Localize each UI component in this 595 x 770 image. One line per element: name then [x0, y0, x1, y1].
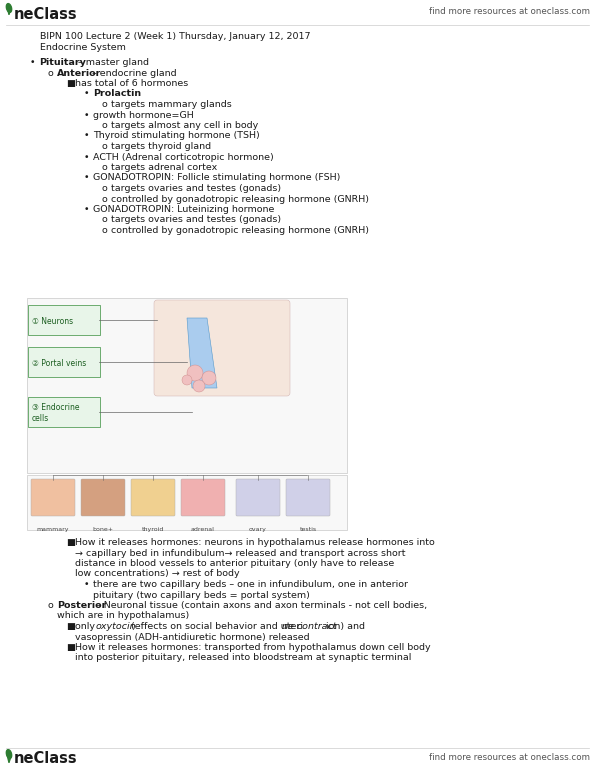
FancyBboxPatch shape [236, 479, 280, 516]
Text: – master gland: – master gland [76, 58, 149, 67]
Text: Pituitary: Pituitary [39, 58, 86, 67]
Ellipse shape [7, 750, 12, 758]
Text: there are two capillary beds – one in infundibulum, one in anterior: there are two capillary beds – one in in… [93, 580, 408, 589]
Text: targets thyroid gland: targets thyroid gland [111, 142, 211, 151]
Text: targets adrenal cortex: targets adrenal cortex [111, 163, 217, 172]
FancyBboxPatch shape [181, 479, 225, 516]
Text: o: o [102, 100, 108, 109]
Text: ■: ■ [66, 622, 75, 631]
Text: •: • [84, 89, 89, 99]
Text: o: o [48, 69, 54, 78]
Text: o: o [102, 226, 108, 235]
Text: bone+: bone+ [92, 527, 114, 532]
Text: •: • [84, 205, 89, 214]
Text: •: • [84, 580, 89, 589]
Text: •: • [84, 173, 89, 182]
Text: into posterior pituitary, released into bloodstream at synaptic terminal: into posterior pituitary, released into … [75, 654, 411, 662]
Text: o: o [102, 184, 108, 193]
Text: How it releases hormones: neurons in hypothalamus release hormones into: How it releases hormones: neurons in hyp… [75, 538, 435, 547]
Text: Anterior: Anterior [57, 69, 101, 78]
Text: targets almost any cell in body: targets almost any cell in body [111, 121, 258, 130]
Text: distance in blood vessels to anterior pituitary (only have to release: distance in blood vessels to anterior pi… [75, 559, 394, 568]
Text: ne contract: ne contract [281, 622, 336, 631]
Circle shape [202, 371, 216, 385]
Text: neClass: neClass [14, 7, 77, 22]
Text: pituitary (two capillary beds = portal system): pituitary (two capillary beds = portal s… [93, 591, 310, 600]
Text: •: • [84, 152, 89, 162]
Text: ② Portal veins: ② Portal veins [32, 359, 86, 367]
Text: ■: ■ [66, 79, 75, 88]
Text: •: • [84, 111, 89, 119]
Text: (effects on social behavior and uteri: (effects on social behavior and uteri [128, 622, 303, 631]
Text: controlled by gonadotropic releasing hormone (GNRH): controlled by gonadotropic releasing hor… [111, 195, 369, 203]
Text: find more resources at oneclass.com: find more resources at oneclass.com [429, 7, 590, 16]
Circle shape [182, 375, 192, 385]
Text: growth hormone=GH: growth hormone=GH [93, 111, 194, 119]
Text: o: o [102, 163, 108, 172]
Text: which are in hypothalamus): which are in hypothalamus) [57, 611, 189, 621]
Text: •: • [84, 132, 89, 140]
Text: targets ovaries and testes (gonads): targets ovaries and testes (gonads) [111, 216, 281, 225]
Text: GONADOTROPIN: Luteinizing hormone: GONADOTROPIN: Luteinizing hormone [93, 205, 274, 214]
Text: ■: ■ [66, 643, 75, 652]
Text: – Neuronal tissue (contain axons and axon terminals - not cell bodies,: – Neuronal tissue (contain axons and axo… [93, 601, 428, 610]
Text: oxytocin: oxytocin [95, 622, 136, 631]
Text: Endocrine System: Endocrine System [40, 43, 126, 52]
Text: neClass: neClass [14, 751, 77, 766]
FancyBboxPatch shape [154, 300, 290, 396]
Text: o: o [102, 195, 108, 203]
Text: testis: testis [299, 527, 317, 532]
Text: controlled by gonadotropic releasing hormone (GNRH): controlled by gonadotropic releasing hor… [111, 226, 369, 235]
Text: vasopressin (ADH-antidiuretic hormone) released: vasopressin (ADH-antidiuretic hormone) r… [75, 632, 309, 641]
Text: Prolactin: Prolactin [93, 89, 141, 99]
Text: has total of 6 hormones: has total of 6 hormones [75, 79, 188, 88]
Text: ACTH (Adrenal corticotropic hormone): ACTH (Adrenal corticotropic hormone) [93, 152, 274, 162]
Text: only: only [75, 622, 98, 631]
Circle shape [187, 365, 203, 381]
Text: thyroid: thyroid [142, 527, 164, 532]
Text: find more resources at oneclass.com: find more resources at oneclass.com [429, 753, 590, 762]
Text: mammary: mammary [37, 527, 69, 532]
FancyBboxPatch shape [31, 479, 75, 516]
Circle shape [193, 380, 205, 392]
Text: targets mammary glands: targets mammary glands [111, 100, 231, 109]
Text: low concentrations) → rest of body: low concentrations) → rest of body [75, 570, 240, 578]
Text: Thyroid stimulating hormone (TSH): Thyroid stimulating hormone (TSH) [93, 132, 260, 140]
Text: o: o [102, 121, 108, 130]
Text: •: • [30, 58, 36, 67]
FancyBboxPatch shape [28, 397, 100, 427]
Text: → capillary bed in infundibulum→ released and transport across short: → capillary bed in infundibulum→ release… [75, 548, 406, 557]
Text: ovary: ovary [249, 527, 267, 532]
FancyBboxPatch shape [81, 479, 125, 516]
Text: o: o [102, 216, 108, 225]
Text: ion) and: ion) and [326, 622, 365, 631]
Text: ① Neurons: ① Neurons [32, 316, 73, 326]
Text: ■: ■ [66, 538, 75, 547]
FancyBboxPatch shape [286, 479, 330, 516]
Text: Posterior: Posterior [57, 601, 107, 610]
FancyBboxPatch shape [27, 475, 347, 530]
Text: ③ Endocrine
cells: ③ Endocrine cells [32, 403, 80, 423]
FancyBboxPatch shape [28, 347, 100, 377]
FancyBboxPatch shape [27, 298, 347, 473]
Text: adrenal: adrenal [191, 527, 215, 532]
Text: o: o [102, 142, 108, 151]
Text: o: o [48, 601, 54, 610]
Polygon shape [187, 318, 217, 388]
Ellipse shape [7, 4, 12, 12]
Text: How it releases hormones: transported from hypothalamus down cell body: How it releases hormones: transported fr… [75, 643, 431, 652]
Text: GONADOTROPIN: Follicle stimulating hormone (FSH): GONADOTROPIN: Follicle stimulating hormo… [93, 173, 340, 182]
Text: targets ovaries and testes (gonads): targets ovaries and testes (gonads) [111, 184, 281, 193]
FancyBboxPatch shape [28, 305, 100, 335]
Text: BIPN 100 Lecture 2 (Week 1) Thursday, January 12, 2017: BIPN 100 Lecture 2 (Week 1) Thursday, Ja… [40, 32, 311, 41]
Text: – endocrine gland: – endocrine gland [89, 69, 177, 78]
FancyBboxPatch shape [131, 479, 175, 516]
